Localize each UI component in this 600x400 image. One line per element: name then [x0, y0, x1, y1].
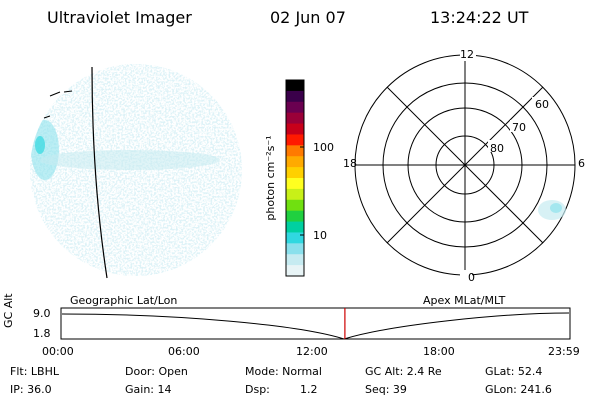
observation-date: 02 Jun 07 — [270, 8, 346, 27]
timeline-ytick-top: 9.0 — [33, 307, 51, 320]
colorbar-swatch — [286, 254, 304, 266]
timeline-xtick: 23:59 — [548, 345, 580, 358]
colorbar-swatch — [286, 90, 304, 103]
colorbar-swatch — [286, 112, 304, 125]
colorbar-unit-label: photon cm⁻²s⁻¹ — [264, 135, 277, 220]
colorbar-swatch — [286, 178, 304, 190]
timeline-xtick: 06:00 — [168, 345, 200, 358]
timeline-ytick-bottom: 1.8 — [33, 327, 51, 340]
polar-emission-patch — [550, 203, 562, 213]
info-gc-alt: GC Alt: 2.4 Re — [365, 365, 442, 378]
info-gain: Gain: 14 — [125, 383, 172, 396]
instrument-title: Ultraviolet Imager — [47, 8, 192, 27]
polar-label-lat-70: 70 — [512, 121, 526, 134]
disk-emission — [30, 64, 242, 276]
timeline-right-label: Apex MLat/MLT — [423, 294, 506, 307]
colorbar-swatch — [286, 101, 304, 114]
colorbar-swatch — [286, 145, 304, 157]
colorbar-swatch — [286, 243, 304, 255]
terminator-line — [91, 66, 108, 279]
colorbar-frame — [285, 79, 305, 277]
polar-label-mlt-0: 0 — [468, 271, 475, 284]
observation-time: 13:24:22 UT — [430, 8, 529, 27]
info-seq: Seq: 39 — [365, 383, 407, 396]
earth-disk-image — [30, 64, 242, 279]
polar-label-mlt-6: 6 — [578, 157, 585, 170]
colorbar-swatch — [286, 123, 304, 135]
polar-diagonal — [386, 86, 544, 244]
colorbar-swatch — [286, 221, 304, 233]
colorbar-swatch — [286, 156, 304, 168]
timeline-xtick: 00:00 — [42, 345, 74, 358]
polar-label-mlt-18: 18 — [343, 157, 357, 170]
colorbar-swatch — [286, 265, 304, 277]
colorbar: photon cm⁻²s⁻¹ — [264, 79, 305, 277]
info-glon: GLon: 241.6 — [485, 383, 552, 396]
info-filter: Flt: LBHL — [10, 365, 59, 378]
timeline-xtick: 18:00 — [423, 345, 455, 358]
orbit-timeline-plot — [60, 307, 571, 340]
colorbar-swatch — [286, 232, 304, 244]
coastline-fragment — [43, 90, 73, 119]
altitude-curve — [61, 312, 570, 340]
info-dsp-label: Dsp: — [245, 383, 270, 396]
timeline-left-label: Geographic Lat/Lon — [70, 294, 178, 307]
colorbar-swatch — [286, 134, 304, 146]
polar-label-lat-60: 60 — [535, 98, 549, 111]
polar-label-lat-80: 80 — [490, 142, 504, 155]
timeline-frame — [60, 307, 571, 340]
colorbar-swatch — [286, 188, 304, 201]
colorbar-swatch — [286, 210, 304, 223]
info-dsp-value: 1.2 — [300, 383, 318, 396]
info-glat: GLat: 52.4 — [485, 365, 543, 378]
timeline-xtick: 12:00 — [296, 345, 328, 358]
info-ip: IP: 36.0 — [10, 383, 52, 396]
timeline-axis-label: GC Alt — [2, 293, 15, 328]
colorbar-swatch — [286, 80, 304, 92]
colorbar-label-10: 10 — [313, 229, 327, 242]
colorbar-swatch — [286, 167, 304, 179]
colorbar-label-100: 100 — [313, 141, 334, 154]
polar-plot — [354, 49, 576, 282]
polar-label-mlt-12: 12 — [460, 48, 474, 61]
colorbar-swatch — [286, 199, 304, 212]
info-door: Door: Open — [125, 365, 188, 378]
info-mode: Mode: Normal — [245, 365, 322, 378]
